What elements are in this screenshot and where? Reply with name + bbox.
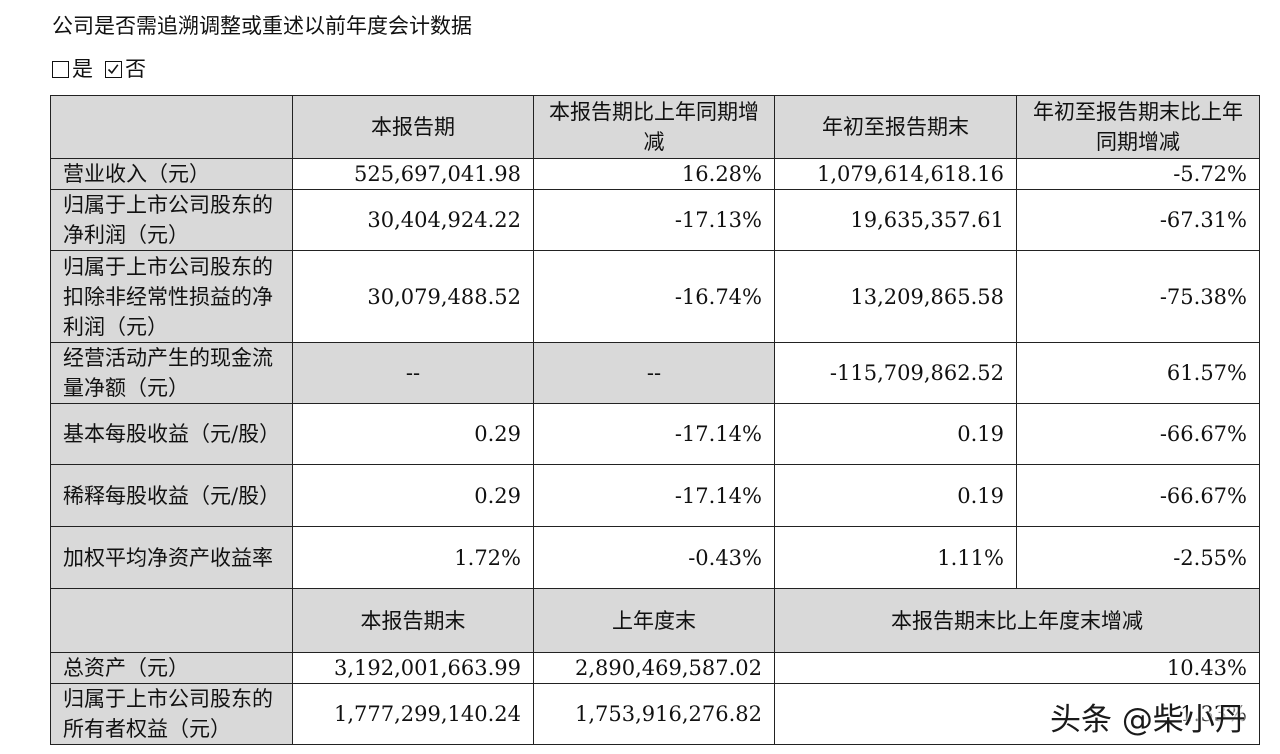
table-cell: -66.67% [1016, 464, 1260, 527]
choice-no[interactable]: 否 [105, 53, 146, 85]
table-cell: 0.29 [292, 464, 534, 527]
table-cell: -66.67% [1016, 403, 1260, 465]
table-cell: 1.33% [774, 683, 1260, 745]
column-header: 本报告期 [292, 95, 534, 159]
table-cell: -115,709,862.52 [774, 342, 1017, 404]
choice-no-label: 否 [125, 57, 146, 81]
row-label: 归属于上市公司股东的所有者权益（元） [50, 683, 293, 745]
table-cell: 19,635,357.61 [774, 189, 1017, 251]
table1-header-row: 本报告期 本报告期比上年同期增减 年初至报告期末 年初至报告期末比上年同期增减 [50, 95, 1260, 159]
financial-data-table: 本报告期 本报告期比上年同期增减 年初至报告期末 年初至报告期末比上年同期增减 … [50, 95, 1260, 745]
checkbox-checked-icon[interactable] [105, 60, 122, 78]
row-label: 营业收入（元） [50, 158, 293, 190]
column-header: 本报告期末 [292, 588, 534, 653]
table-cell: -2.55% [1016, 526, 1260, 589]
table-cell: 10.43% [774, 652, 1260, 684]
table-cell: 0.19 [774, 464, 1017, 527]
table-cell: -75.38% [1016, 250, 1260, 343]
table-cell: 0.19 [774, 403, 1017, 465]
table-cell: 1,079,614,618.16 [774, 158, 1017, 190]
row-label: 归属于上市公司股东的净利润（元） [50, 189, 293, 251]
question-heading: 公司是否需追溯调整或重述以前年度会计数据 [52, 14, 472, 38]
row-label: 基本每股收益（元/股） [50, 403, 293, 465]
table-cell: 16.28% [533, 158, 775, 190]
table-row: 归属于上市公司股东的净利润（元） 30,404,924.22 -17.13% 1… [50, 189, 1260, 251]
table-row: 基本每股收益（元/股） 0.29 -17.14% 0.19 -66.67% [50, 403, 1260, 465]
table-row: 归属于上市公司股东的所有者权益（元） 1,777,299,140.24 1,75… [50, 683, 1260, 745]
table-cell: 525,697,041.98 [292, 158, 534, 190]
table-cell: 2,890,469,587.02 [533, 652, 775, 684]
restatement-choices: 是 否 [52, 53, 158, 85]
choice-yes[interactable]: 是 [52, 53, 93, 85]
choice-yes-label: 是 [72, 57, 93, 81]
row-label: 稀释每股收益（元/股） [50, 464, 293, 527]
column-header: 本报告期比上年同期增减 [533, 95, 775, 159]
table-cell: -17.13% [533, 189, 775, 251]
row-label: 总资产（元） [50, 652, 293, 684]
table-cell: 1.11% [774, 526, 1017, 589]
table-cell: -17.14% [533, 403, 775, 465]
table-cell: -17.14% [533, 464, 775, 527]
table-cell: 3,192,001,663.99 [292, 652, 534, 684]
row-label: 经营活动产生的现金流量净额（元） [50, 342, 293, 404]
table-row: 营业收入（元） 525,697,041.98 16.28% 1,079,614,… [50, 158, 1260, 190]
table-cell: 1,753,916,276.82 [533, 683, 775, 745]
header-corner-cell [50, 588, 293, 653]
table-row: 加权平均净资产收益率 1.72% -0.43% 1.11% -2.55% [50, 526, 1260, 589]
table-cell: -16.74% [533, 250, 775, 343]
table-cell: 30,404,924.22 [292, 189, 534, 251]
table-row: 总资产（元） 3,192,001,663.99 2,890,469,587.02… [50, 652, 1260, 684]
table-cell: -- [533, 342, 775, 404]
table-row: 稀释每股收益（元/股） 0.29 -17.14% 0.19 -66.67% [50, 464, 1260, 527]
header-corner-cell [50, 95, 293, 159]
column-header: 本报告期末比上年度末增减 [774, 588, 1260, 653]
table-cell: -0.43% [533, 526, 775, 589]
table2-header-row: 本报告期末 上年度末 本报告期末比上年度末增减 [50, 588, 1260, 653]
table-cell: 13,209,865.58 [774, 250, 1017, 343]
table-row: 归属于上市公司股东的扣除非经常性损益的净利润（元） 30,079,488.52 … [50, 250, 1260, 343]
row-label: 归属于上市公司股东的扣除非经常性损益的净利润（元） [50, 250, 293, 343]
column-header: 年初至报告期末 [774, 95, 1017, 159]
row-label: 加权平均净资产收益率 [50, 526, 293, 589]
table-cell: 30,079,488.52 [292, 250, 534, 343]
table-cell: 1,777,299,140.24 [292, 683, 534, 745]
column-header: 上年度末 [533, 588, 775, 653]
watermark: 头条 @柴小丹 [1050, 702, 1246, 738]
table-cell: 1.72% [292, 526, 534, 589]
table-cell: -67.31% [1016, 189, 1260, 251]
checkbox-unchecked-icon[interactable] [52, 60, 69, 78]
table-cell: 61.57% [1016, 342, 1260, 404]
column-header: 年初至报告期末比上年同期增减 [1016, 95, 1260, 159]
table-cell: -5.72% [1016, 158, 1260, 190]
table-row: 经营活动产生的现金流量净额（元） -- -- -115,709,862.52 6… [50, 342, 1260, 404]
table-cell: 0.29 [292, 403, 534, 465]
table-cell: -- [292, 342, 534, 404]
